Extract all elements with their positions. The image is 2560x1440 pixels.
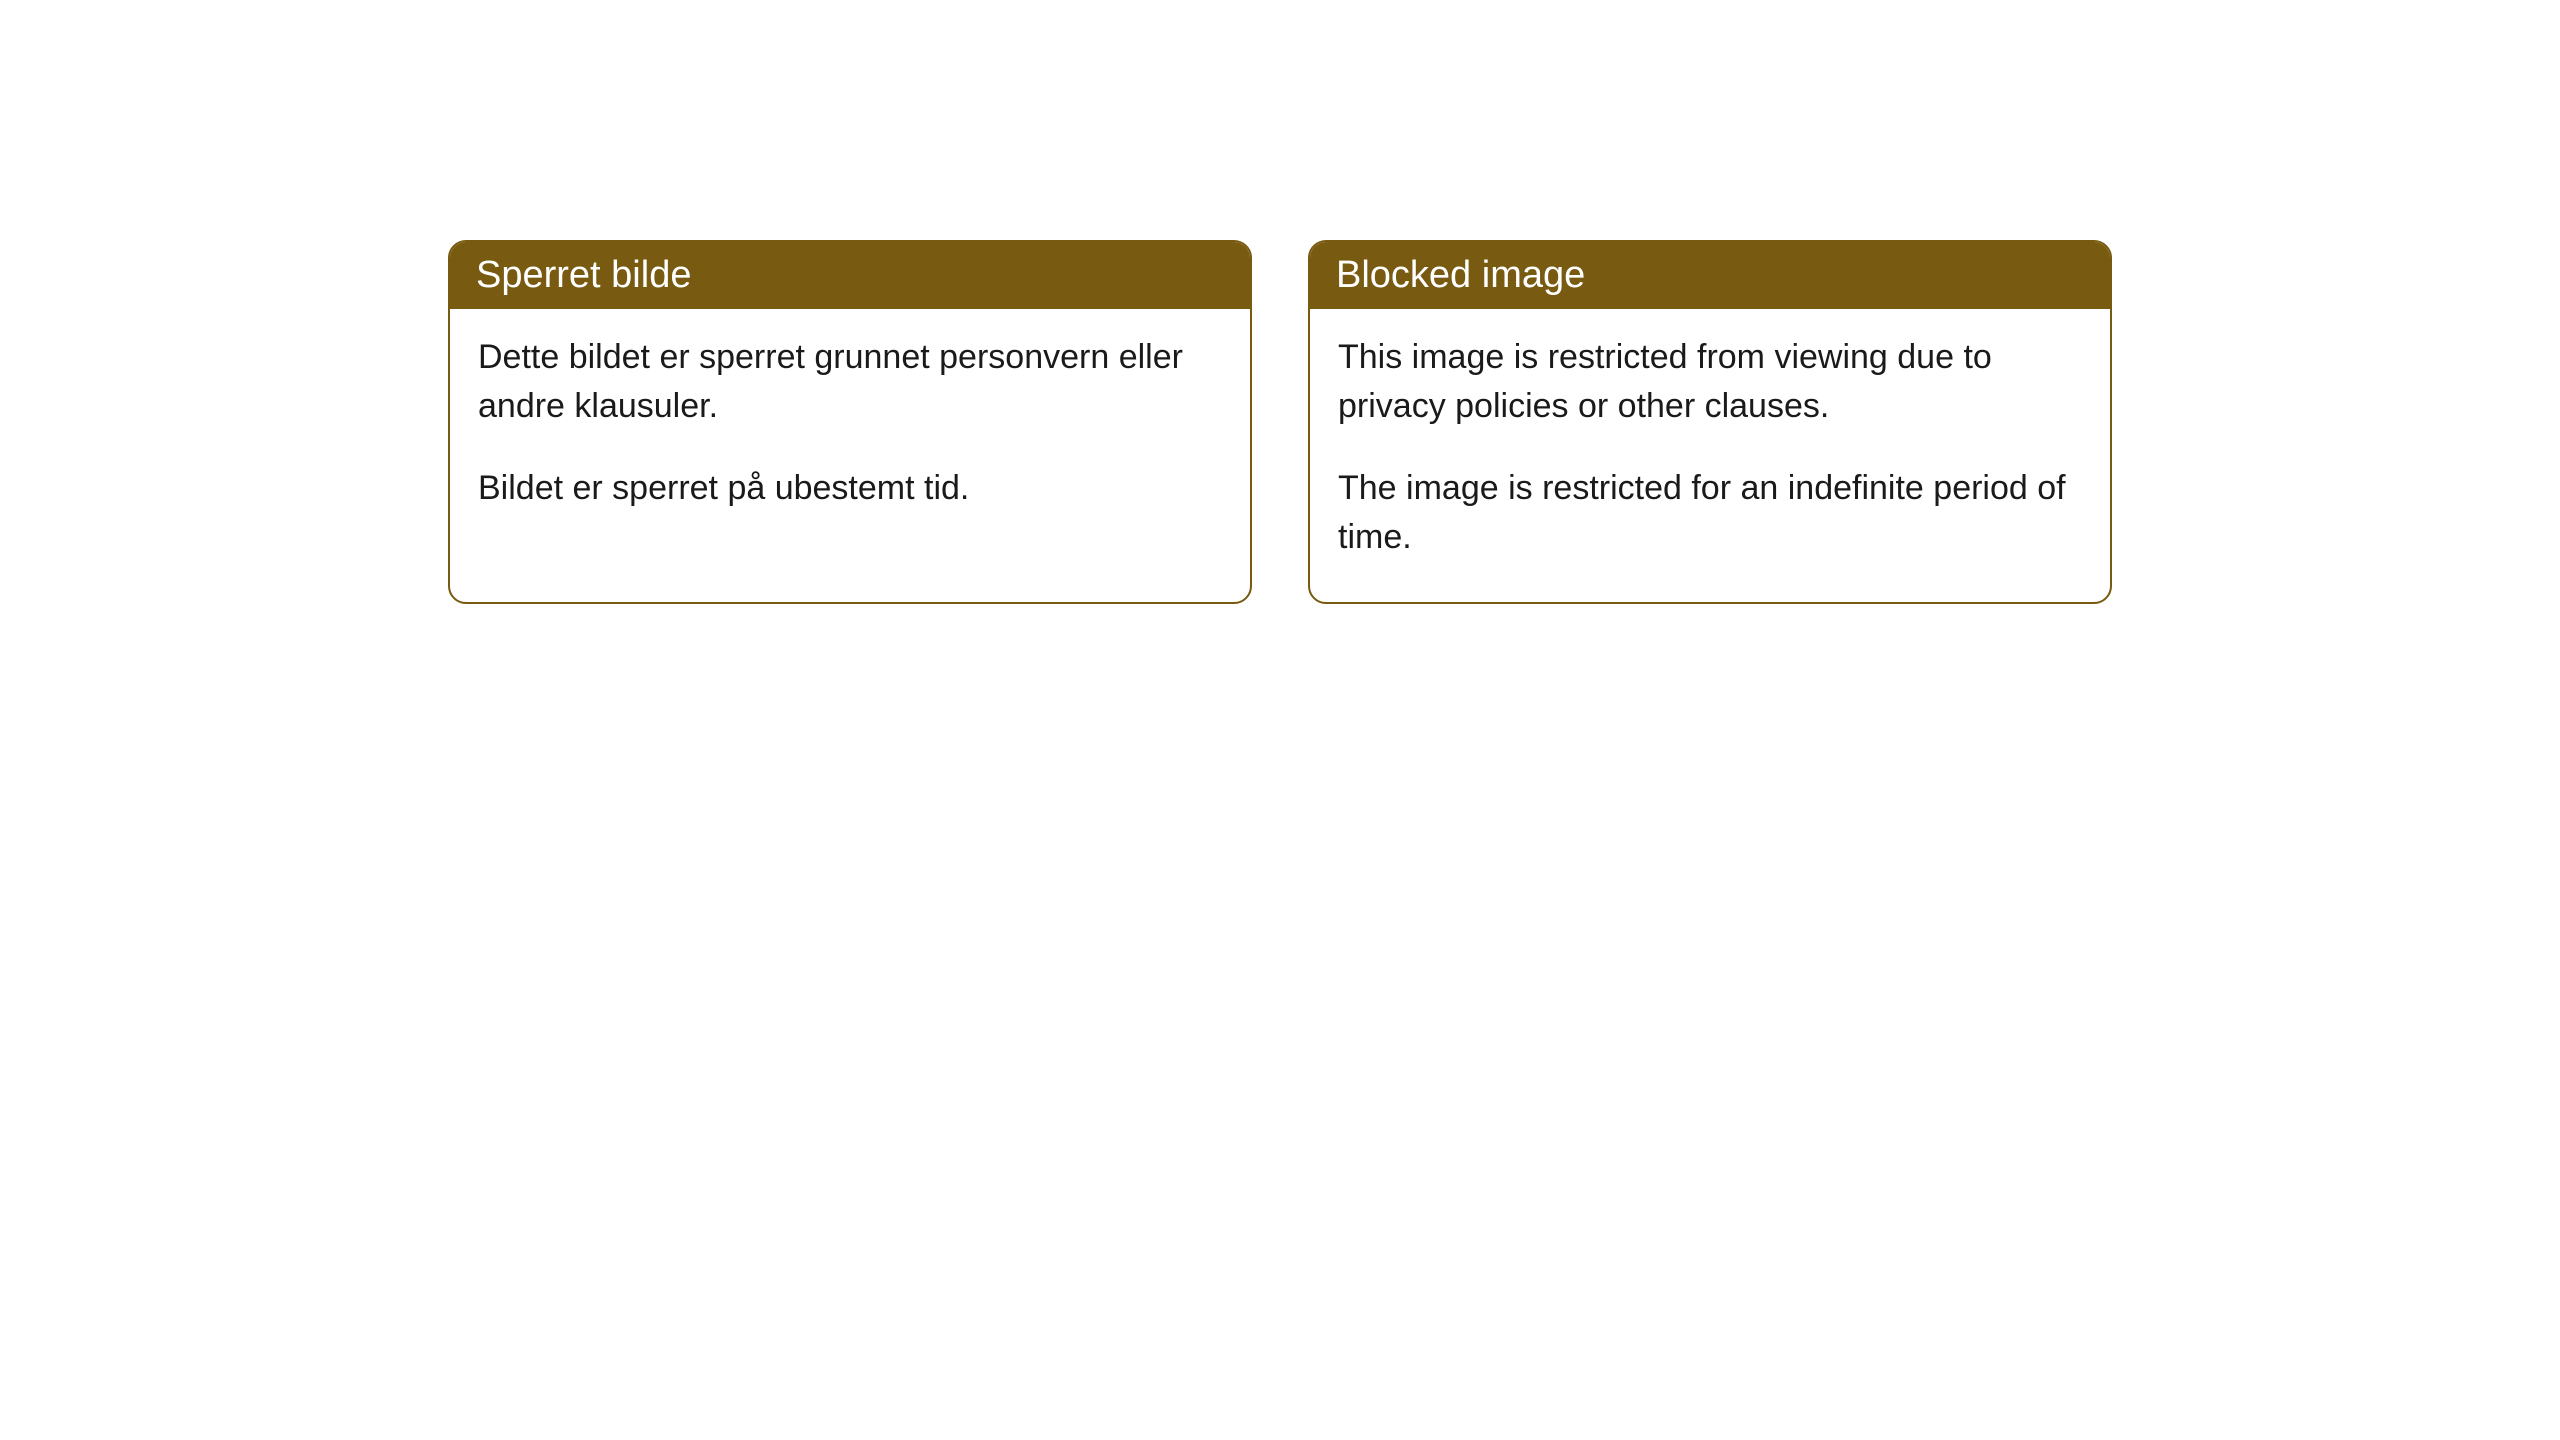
notice-card-english: Blocked image This image is restricted f… [1308,240,2112,604]
notice-title: Blocked image [1336,254,1585,296]
notice-body: Dette bildet er sperret grunnet personve… [450,309,1250,553]
notice-body: This image is restricted from viewing du… [1310,309,2110,602]
notice-paragraph: The image is restricted for an indefinit… [1338,464,2082,563]
notice-card-norwegian: Sperret bilde Dette bildet er sperret gr… [448,240,1252,604]
notice-paragraph: Dette bildet er sperret grunnet personve… [478,333,1222,432]
notice-paragraph: Bildet er sperret på ubestemt tid. [478,464,1222,513]
notice-header: Sperret bilde [450,242,1250,309]
notice-header: Blocked image [1310,242,2110,309]
notice-container: Sperret bilde Dette bildet er sperret gr… [0,0,2560,604]
notice-paragraph: This image is restricted from viewing du… [1338,333,2082,432]
notice-title: Sperret bilde [476,254,691,296]
